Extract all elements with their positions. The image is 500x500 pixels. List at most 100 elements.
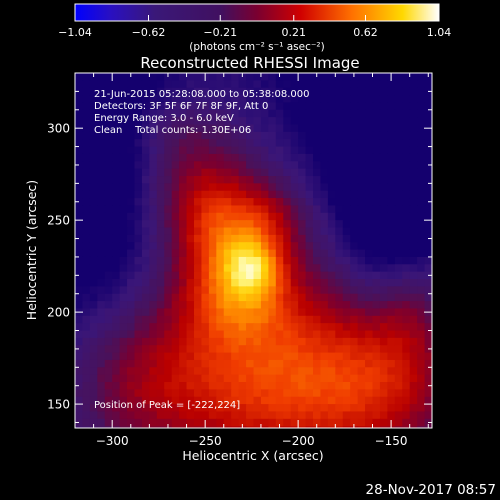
heatmap-pixel — [134, 279, 143, 287]
heatmap-pixel — [104, 227, 113, 236]
heatmap-pixel — [424, 411, 432, 420]
heatmap-pixel — [171, 220, 180, 229]
heatmap-pixel — [409, 301, 418, 310]
heatmap-pixel — [223, 139, 232, 148]
heatmap-pixel — [402, 87, 411, 96]
heatmap-pixel — [298, 80, 307, 89]
heatmap-pixel — [253, 389, 262, 398]
heatmap-pixel — [127, 286, 136, 295]
heatmap-pixel — [268, 249, 277, 258]
heatmap-pixel — [365, 389, 374, 398]
heatmap-pixel — [350, 404, 359, 413]
heatmap-pixel — [275, 418, 284, 427]
heatmap-pixel — [327, 95, 336, 104]
heatmap-pixel — [394, 220, 403, 229]
heatmap-pixel — [305, 345, 314, 354]
heatmap-pixel — [149, 73, 158, 81]
heatmap-pixel — [82, 234, 91, 243]
heatmap-pixel — [223, 198, 232, 207]
heatmap-pixel — [379, 426, 388, 428]
heatmap-pixel — [320, 87, 329, 96]
heatmap-pixel — [253, 242, 262, 251]
heatmap-pixel — [313, 323, 322, 332]
heatmap-pixel — [372, 264, 381, 273]
heatmap-pixel — [409, 190, 418, 199]
heatmap-pixel — [186, 330, 195, 339]
heatmap-pixel — [350, 323, 359, 332]
heatmap-pixel — [104, 345, 113, 354]
heatmap-pixel — [320, 109, 329, 118]
heatmap-pixel — [141, 323, 150, 332]
heatmap-pixel — [89, 212, 98, 221]
heatmap-pixel — [275, 87, 284, 96]
heatmap-pixel — [141, 227, 150, 236]
heatmap-pixel — [75, 242, 84, 251]
heatmap-pixel — [335, 131, 344, 140]
heatmap-pixel — [231, 212, 240, 221]
heatmap-pixel — [424, 264, 432, 273]
heatmap-pixel — [305, 131, 314, 140]
heatmap-pixel — [424, 286, 432, 295]
heatmap-pixel — [268, 227, 277, 236]
heatmap-pixel — [402, 146, 411, 155]
heatmap-pixel — [82, 374, 91, 383]
info-line-clean-counts: Clean Total counts: 1.30E+06 — [94, 125, 251, 136]
heatmap-pixel — [149, 264, 158, 273]
heatmap-pixel — [283, 95, 292, 104]
heatmap-pixel — [156, 124, 165, 133]
heatmap-pixel — [134, 293, 143, 302]
heatmap-pixel — [357, 411, 366, 420]
heatmap-pixel — [387, 352, 396, 361]
heatmap-pixel — [127, 330, 136, 339]
heatmap-pixel — [149, 249, 158, 258]
heatmap-pixel — [201, 102, 210, 111]
heatmap-pixel — [409, 198, 418, 207]
heatmap-pixel — [201, 124, 210, 133]
heatmap-pixel — [298, 382, 307, 390]
heatmap-pixel — [201, 367, 210, 376]
heatmap-pixel — [379, 308, 388, 317]
heatmap-pixel — [275, 256, 284, 265]
heatmap-pixel — [387, 389, 396, 398]
heatmap-pixel — [216, 367, 225, 376]
heatmap-pixel — [97, 256, 106, 265]
heatmap-pixel — [82, 109, 91, 118]
heatmap-pixel — [320, 382, 329, 390]
heatmap-pixel — [298, 286, 307, 295]
heatmap-pixel — [186, 418, 195, 427]
heatmap-pixel — [104, 102, 113, 111]
heatmap-pixel — [194, 73, 203, 81]
heatmap-pixel — [149, 286, 158, 295]
heatmap-pixel — [327, 212, 336, 221]
heatmap-pixel — [194, 345, 203, 354]
heatmap-pixel — [112, 337, 121, 346]
heatmap-pixel — [342, 109, 351, 118]
heatmap-pixel — [97, 426, 106, 428]
heatmap-pixel — [134, 426, 143, 428]
heatmap-pixel — [424, 227, 432, 236]
heatmap-pixel — [156, 227, 165, 236]
heatmap-pixel — [112, 293, 121, 302]
heatmap-pixel — [194, 161, 203, 170]
heatmap-pixel — [208, 146, 217, 155]
heatmap-pixel — [402, 176, 411, 184]
heatmap-pixel — [268, 131, 277, 140]
heatmap-pixel — [89, 264, 98, 273]
heatmap-pixel — [231, 345, 240, 354]
heatmap-pixel — [290, 212, 299, 221]
heatmap-pixel — [104, 117, 113, 126]
heatmap-pixel — [186, 198, 195, 207]
heatmap-pixel — [402, 389, 411, 398]
heatmap-pixel — [186, 411, 195, 420]
heatmap-pixel — [379, 205, 388, 214]
heatmap-pixel — [379, 176, 388, 184]
heatmap-pixel — [379, 323, 388, 332]
heatmap-pixel — [201, 176, 210, 184]
heatmap-pixel — [365, 176, 374, 184]
heatmap-pixel — [216, 227, 225, 236]
heatmap-pixel — [149, 345, 158, 354]
heatmap-pixel — [342, 220, 351, 229]
heatmap-pixel — [156, 293, 165, 302]
heatmap-pixel — [238, 389, 247, 398]
